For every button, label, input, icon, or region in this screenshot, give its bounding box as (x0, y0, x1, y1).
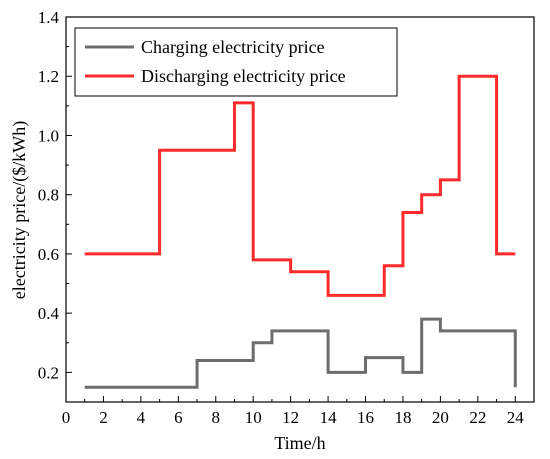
x-axis-title: Time/h (274, 433, 325, 453)
legend: Charging electricity price Discharging e… (74, 27, 398, 97)
y-tick-label: 0.4 (38, 304, 60, 323)
axes: 0 2 4 6 8 10 12 14 16 18 20 22 240.20.40.60.81.01.21… (38, 8, 535, 427)
legend-box (74, 27, 398, 97)
x-tick-label: 14 (320, 408, 338, 427)
x-tick-label: 22 (469, 408, 486, 427)
y-tick-label: 1.0 (38, 126, 59, 145)
x-tick-label: 18 (394, 408, 411, 427)
x-tick-label: 10 (245, 408, 262, 427)
series-lines (84, 74, 517, 389)
x-tick-label: 24 (507, 408, 525, 427)
legend-label-charging: Charging electricity price (141, 37, 325, 57)
legend-label-discharging: Discharging electricity price (141, 66, 346, 86)
x-tick-label: 4 (137, 408, 146, 427)
y-tick-label: 1.4 (38, 8, 60, 27)
y-tick-label: 1.2 (38, 67, 59, 86)
x-tick-label: 6 (174, 408, 183, 427)
x-tick-label: 20 (432, 408, 449, 427)
y-axis-title: electricity price/($/kWh) (9, 121, 30, 299)
x-tick-label: 8 (212, 408, 221, 427)
x-tick-label: 2 (99, 408, 108, 427)
y-tick-label: 0.6 (38, 245, 59, 264)
y-tick-label: 0.8 (38, 186, 59, 205)
plot-frame (65, 16, 535, 403)
x-tick-label: 16 (357, 408, 374, 427)
series-line-discharging (84, 74, 516, 297)
x-tick-label: 0 (62, 408, 71, 427)
y-tick-label: 0.2 (38, 363, 59, 382)
x-tick-label: 12 (282, 408, 299, 427)
series-line-charging (84, 317, 517, 389)
